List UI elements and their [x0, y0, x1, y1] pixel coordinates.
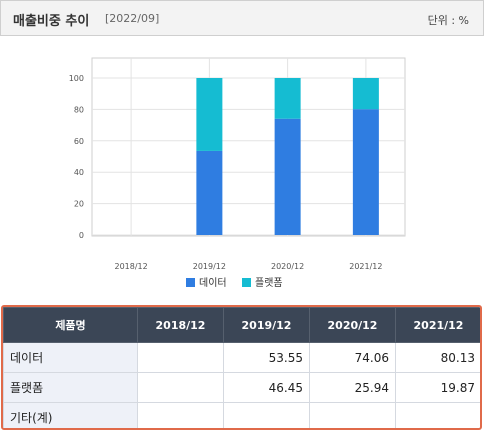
y-tick-label: 60 — [74, 137, 84, 146]
legend-swatch — [242, 278, 251, 287]
table-cell — [137, 372, 224, 403]
table-cell: 25.94 — [309, 372, 396, 403]
table-row: 기타(계) — [3, 402, 480, 428]
table-cell — [137, 342, 224, 373]
row-label: 기타(계) — [3, 402, 138, 428]
y-tick-label: 80 — [74, 105, 84, 114]
chart-title: 매출비중 추이 — [13, 14, 90, 29]
data-table-container: 제품명 2018/12 2019/12 2020/12 2021/12 데이터 … — [1, 305, 482, 430]
y-tick-label: 0 — [79, 231, 84, 240]
table-cell: 46.45 — [223, 372, 310, 403]
bar-platform — [196, 78, 223, 151]
bar-data — [352, 109, 379, 235]
x-tick-label: 2018/12 — [115, 262, 148, 271]
table-cell: 53.55 — [223, 342, 310, 373]
table-cell — [395, 402, 480, 428]
legend-swatch — [186, 278, 195, 287]
table-cell — [223, 402, 310, 428]
legend-label: 데이터 — [199, 277, 227, 289]
table-header-row: 제품명 2018/12 2019/12 2020/12 2021/12 — [3, 307, 480, 343]
legend-label: 플랫폼 — [255, 277, 283, 289]
y-tick-label: 100 — [69, 74, 84, 83]
bar-platform — [274, 78, 301, 119]
bar-data — [274, 118, 301, 235]
bar-data — [196, 150, 223, 235]
row-label: 플랫폼 — [3, 372, 138, 403]
table-row: 플랫폼 46.45 25.94 19.87 — [3, 372, 480, 403]
table-cell: 74.06 — [309, 342, 396, 373]
x-tick-label: 2019/12 — [193, 262, 226, 271]
table-cell: 80.13 — [395, 342, 480, 373]
table-cell: 19.87 — [395, 372, 480, 403]
data-table: 제품명 2018/12 2019/12 2020/12 2021/12 데이터 … — [3, 307, 480, 428]
table-header-cell: 2019/12 — [223, 307, 310, 343]
unit-label: 단위 : % — [427, 14, 469, 27]
table-header-cell: 2020/12 — [309, 307, 396, 343]
row-label: 데이터 — [3, 342, 138, 373]
table-cell — [309, 402, 396, 428]
table-header-cell: 2018/12 — [137, 307, 224, 343]
stacked-bar-chart: 0 20 40 60 80 100 2018/12 2019/12 2020/12 2021/12… — [69, 57, 406, 289]
table-header-cell: 2021/12 — [395, 307, 480, 343]
table-header-cell: 제품명 — [3, 307, 138, 343]
table-row: 데이터 53.55 74.06 80.13 — [3, 342, 480, 373]
y-tick-label: 20 — [74, 200, 84, 209]
bar-platform — [352, 78, 379, 110]
table-cell — [137, 402, 224, 428]
chart-date: [2022/09] — [105, 12, 160, 25]
x-tick-label: 2020/12 — [271, 262, 304, 271]
plot-area — [91, 57, 406, 237]
chart-header: 매출비중 추이 [2022/09] 단위 : % — [0, 0, 484, 36]
y-tick-label: 40 — [74, 168, 84, 177]
x-tick-label: 2021/12 — [349, 262, 382, 271]
